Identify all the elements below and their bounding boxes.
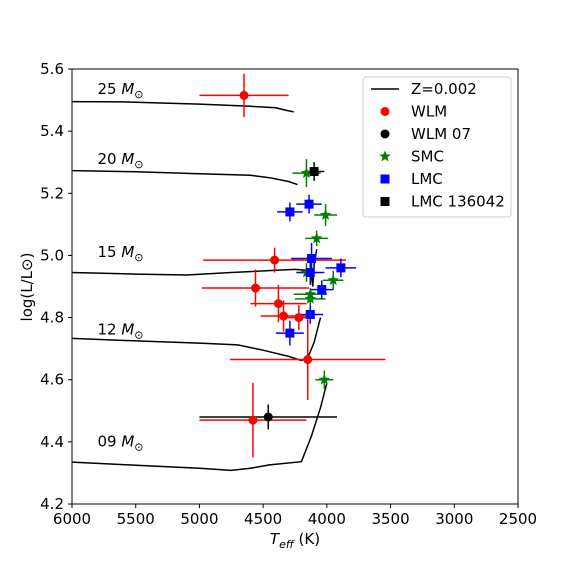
x-tick-label: 4000	[308, 510, 346, 528]
lmc-point	[305, 309, 315, 319]
track-mass-value: 12	[97, 321, 121, 339]
lmc-point	[305, 268, 315, 278]
x-tick-label: 2500	[499, 510, 537, 528]
error-bars	[199, 73, 386, 458]
smc-point	[310, 232, 323, 244]
x-tick-label: 6000	[53, 510, 91, 528]
track-labels: 25 M⊙20 M⊙15 M⊙12 M⊙09 M⊙	[97, 80, 143, 454]
x-tick-label: 3000	[435, 510, 473, 528]
track-mass-unit: M	[121, 150, 134, 168]
track-label-09: 09 M⊙	[97, 433, 143, 454]
track-label-12: 12 M⊙	[97, 321, 143, 342]
sun-symbol: ⊙	[134, 88, 143, 101]
legend-lmc-136042-label: LMC 136042	[411, 193, 505, 211]
wlm-point	[239, 90, 249, 100]
y-axis-ticks: 4.2 4.4 4.6 4.8 5.0 5.2 5.4 5.6	[40, 60, 72, 513]
evolutionary-tracks	[71, 100, 328, 472]
track-20-msun	[71, 169, 298, 186]
plot-frame	[71, 68, 519, 505]
track-mass-value: 09	[97, 433, 121, 451]
lmc-point	[307, 254, 317, 264]
y-tick-label: 4.2	[40, 495, 64, 513]
sun-symbol: ⊙	[134, 329, 143, 342]
smc-point	[327, 274, 339, 286]
legend-lmc-136042-marker	[380, 197, 390, 206]
track-mass-unit: M	[121, 243, 134, 261]
lmc-point	[317, 285, 327, 295]
wlm-point	[248, 415, 258, 425]
legend-smc-marker	[379, 150, 391, 162]
y-axis-label: log(L/L⊙)	[18, 253, 36, 322]
sun-symbol: ⊙	[134, 251, 143, 264]
x-axis-ticks: 6000 5500 5000 4500 4000 3500 3000 2500	[53, 504, 537, 528]
track-mass-unit: M	[121, 321, 134, 339]
smc-point	[319, 209, 332, 220]
track-mass-value: 15	[97, 243, 121, 261]
y-tick-label: 4.6	[40, 371, 64, 389]
legend-wlm-marker	[380, 107, 390, 116]
wlm-point	[273, 299, 283, 309]
track-mass-value: 25	[97, 80, 121, 98]
legend-wlm-07-label: WLM 07	[411, 125, 471, 143]
x-axis-label: Teff (K)	[270, 530, 320, 551]
legend-lmc-marker	[380, 174, 390, 184]
track-25-msun	[71, 100, 294, 113]
smc-point	[304, 292, 316, 304]
sun-symbol: ⊙	[134, 158, 143, 171]
x-tick-label: 4500	[244, 510, 282, 528]
track-mass-value: 20	[97, 150, 121, 168]
smc-point	[318, 373, 331, 385]
sun-symbol: ⊙	[134, 441, 143, 454]
x-tick-label: 3500	[371, 510, 409, 528]
lmc-point	[285, 328, 295, 338]
y-tick-label: 5.2	[40, 184, 64, 202]
track-label-15: 15 M⊙	[97, 243, 143, 264]
wlm-point	[279, 311, 289, 321]
track-label-25: 25 M⊙	[97, 80, 143, 101]
data-markers	[239, 90, 346, 425]
x-tick-label: 5500	[117, 510, 155, 528]
y-tick-label: 5.4	[40, 122, 64, 140]
legend-frame	[362, 76, 512, 218]
lmc-point	[304, 199, 314, 209]
smc-point	[300, 167, 313, 178]
legend-items: Z=0.002 WLM WLM 07 SMC LMC LMC 136042	[371, 80, 505, 211]
y-tick-label: 5.6	[40, 60, 64, 78]
track-09-msun	[71, 382, 328, 472]
track-label-20: 20 M⊙	[97, 150, 143, 171]
y-tick-label: 4.4	[40, 433, 64, 451]
legend-lmc-label: LMC	[411, 170, 443, 188]
track-mass-unit: M	[121, 80, 134, 98]
wlm-point	[294, 313, 304, 323]
wlm-point	[270, 255, 280, 265]
wlm-point	[303, 355, 313, 365]
track-mass-unit: M	[121, 433, 134, 451]
track-15-msun	[71, 249, 318, 287]
x-axis-label-main: T	[270, 530, 281, 548]
wlm-point	[250, 283, 260, 293]
track-12-msun	[71, 317, 322, 362]
legend: Z=0.002 WLM WLM 07 SMC LMC LMC 136042	[362, 76, 512, 218]
legend-z-0-002-label: Z=0.002	[411, 80, 477, 98]
legend-smc-label: SMC	[411, 148, 444, 166]
y-tick-label: 4.8	[40, 309, 64, 327]
lmc-point	[336, 263, 346, 273]
legend-wlm-07-marker	[380, 129, 390, 139]
lmc-point	[285, 207, 295, 217]
x-axis-label-unit: (K)	[294, 530, 320, 548]
wlm-07-point	[263, 412, 273, 422]
legend-wlm-label: WLM	[411, 103, 447, 121]
y-tick-label: 5.0	[40, 246, 64, 264]
lmc-136042-point	[309, 167, 319, 177]
x-tick-label: 5000	[180, 510, 218, 528]
x-axis-label-sub: eff	[279, 538, 295, 551]
